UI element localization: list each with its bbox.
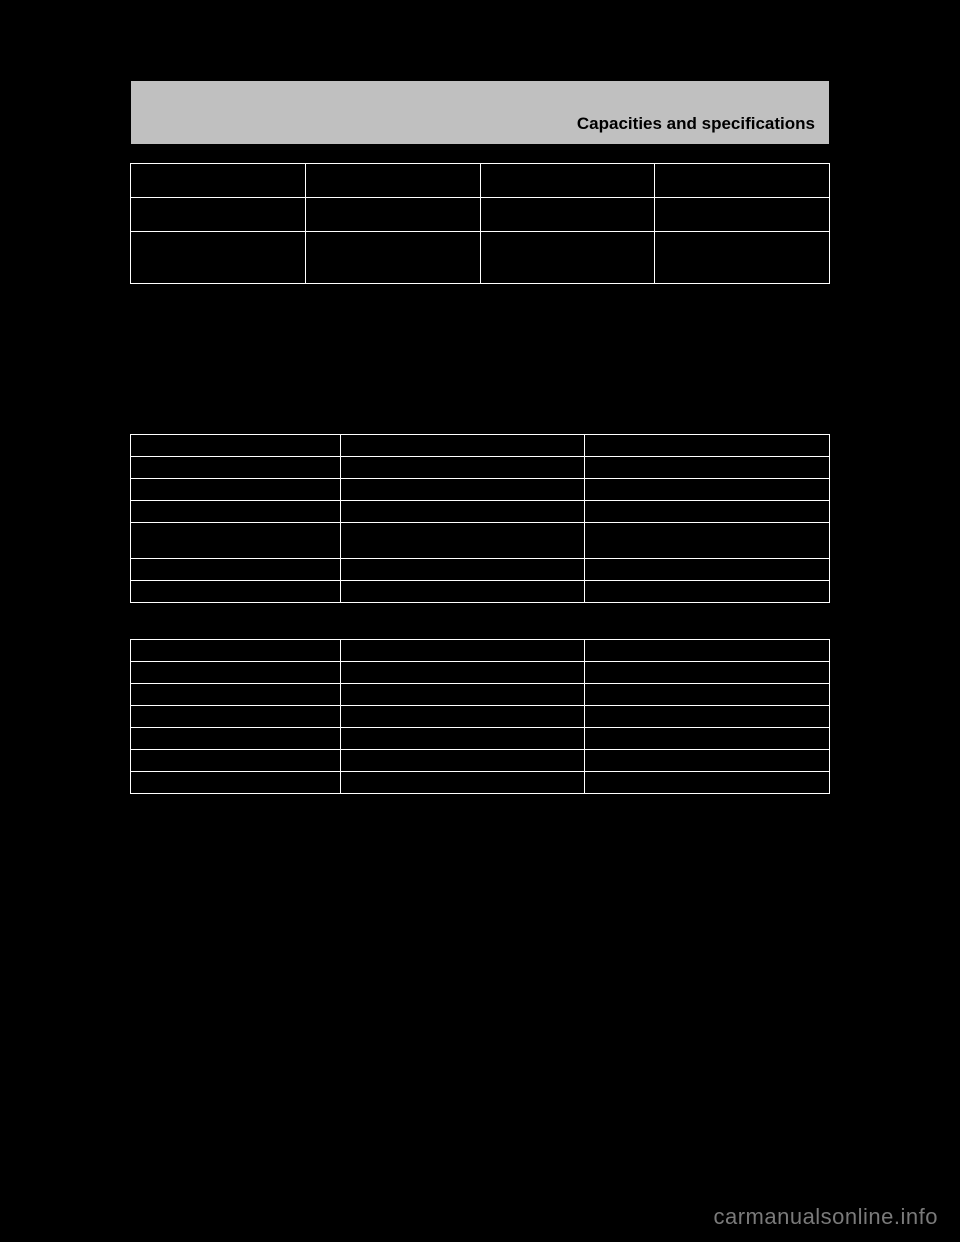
table-cell (585, 684, 830, 706)
table-cell (585, 523, 830, 559)
table-cell (340, 479, 585, 501)
table-cell (585, 772, 830, 794)
table-cell (131, 750, 341, 772)
table-cell (340, 750, 585, 772)
table-cell (131, 457, 341, 479)
section-header: Capacities and specifications (130, 80, 830, 145)
table-cell (655, 198, 830, 232)
table-cell (585, 728, 830, 750)
watermark: carmanualsonline.info (713, 1204, 938, 1230)
table-cell (585, 706, 830, 728)
table-cell (340, 581, 585, 603)
table-cell (131, 435, 341, 457)
table-cell (131, 728, 341, 750)
table-cell (131, 684, 341, 706)
table-cell (655, 164, 830, 198)
table-cell (655, 232, 830, 284)
spec-table-1 (130, 163, 830, 284)
table-cell (340, 501, 585, 523)
section-title: Capacities and specifications (577, 114, 815, 134)
table-cell (131, 772, 341, 794)
table-cell (340, 640, 585, 662)
spec-table-3 (130, 639, 830, 794)
table-cell (480, 164, 655, 198)
table-cell (585, 559, 830, 581)
table-cell (340, 457, 585, 479)
table-cell (305, 198, 480, 232)
table-cell (340, 772, 585, 794)
table-cell (585, 662, 830, 684)
table-cell (585, 501, 830, 523)
table-cell (131, 501, 341, 523)
table-cell (131, 559, 341, 581)
table-cell (340, 706, 585, 728)
table-cell (131, 662, 341, 684)
page-container: Capacities and specifications (130, 80, 830, 794)
table-cell (340, 435, 585, 457)
table-cell (305, 164, 480, 198)
table-cell (131, 640, 341, 662)
table-cell (131, 523, 341, 559)
table-cell (131, 581, 341, 603)
table-cell (480, 232, 655, 284)
table-cell (585, 479, 830, 501)
spec-table-2 (130, 434, 830, 603)
table-cell (480, 198, 655, 232)
table-cell (131, 706, 341, 728)
table-cell (585, 750, 830, 772)
table-cell (585, 457, 830, 479)
table-cell (305, 232, 480, 284)
table-cell (131, 198, 306, 232)
table-cell (131, 164, 306, 198)
table-cell (340, 559, 585, 581)
table-cell (585, 435, 830, 457)
table-cell (340, 662, 585, 684)
table-cell (131, 232, 306, 284)
table-cell (131, 479, 341, 501)
table-cell (340, 684, 585, 706)
table-cell (340, 728, 585, 750)
table-cell (585, 581, 830, 603)
table-cell (340, 523, 585, 559)
table-cell (585, 640, 830, 662)
